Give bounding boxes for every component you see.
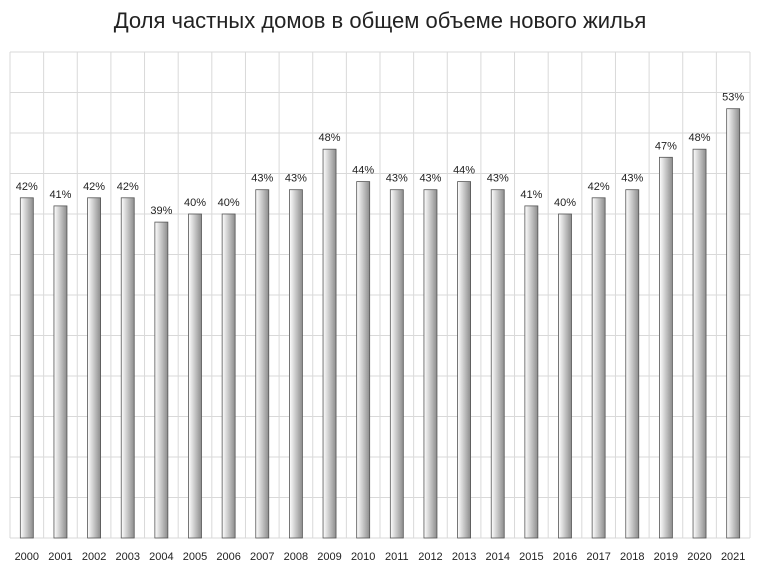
data-label-2018: 43% <box>621 173 643 185</box>
x-tick-label-2015: 2015 <box>519 551 543 563</box>
x-tick-label-2007: 2007 <box>250 551 274 563</box>
data-label-2013: 44% <box>453 165 475 177</box>
data-label-2010: 44% <box>352 165 374 177</box>
bar-2011 <box>389 189 404 539</box>
x-tick-label-2004: 2004 <box>149 551 173 563</box>
data-label-2012: 43% <box>419 173 441 185</box>
data-label-2021: 53% <box>722 92 744 104</box>
x-tick-label-2003: 2003 <box>115 551 139 563</box>
bar-2015 <box>524 205 539 539</box>
data-label-2005: 40% <box>184 197 206 209</box>
data-label-2020: 48% <box>689 132 711 144</box>
x-tick-label-2011: 2011 <box>385 551 409 563</box>
bar-2014 <box>490 189 505 539</box>
data-label-2011: 43% <box>386 173 408 185</box>
data-label-2016: 40% <box>554 197 576 209</box>
data-label-2017: 42% <box>588 181 610 193</box>
bar-2000 <box>19 197 34 539</box>
data-label-2009: 48% <box>319 132 341 144</box>
bar-2006 <box>221 213 236 539</box>
x-tick-label-2008: 2008 <box>284 551 308 563</box>
data-label-2000: 42% <box>16 181 38 193</box>
data-label-2007: 43% <box>251 173 273 185</box>
bar-2005 <box>188 213 202 539</box>
bar-2019 <box>659 156 673 539</box>
bars <box>19 108 741 539</box>
bar-2012 <box>423 189 438 539</box>
x-tick-label-2019: 2019 <box>654 551 678 563</box>
bar-2007 <box>255 189 270 539</box>
bar-2018 <box>625 189 640 539</box>
x-tick-label-2001: 2001 <box>48 551 72 563</box>
data-label-2001: 41% <box>49 189 71 201</box>
x-tick-label-2017: 2017 <box>586 551 610 563</box>
data-label-2019: 47% <box>655 140 677 152</box>
bar-2003 <box>120 197 135 539</box>
bar-2010 <box>356 181 371 539</box>
data-label-2002: 42% <box>83 181 105 193</box>
data-label-2014: 43% <box>487 173 509 185</box>
bar-2013 <box>457 181 471 539</box>
bar-2020 <box>692 148 707 539</box>
bar-2009 <box>322 148 337 539</box>
chart-title: Доля частных домов в общем объеме нового… <box>113 8 647 33</box>
x-tick-label-2009: 2009 <box>317 551 341 563</box>
data-label-2008: 43% <box>285 173 307 185</box>
x-tick-label-2002: 2002 <box>82 551 106 563</box>
bar-2008 <box>289 189 303 539</box>
x-tick-label-2014: 2014 <box>485 551 509 563</box>
data-labels: 42% 41% 42% 42% 39% 40% 40% 43% 43% 48% 44% 43% 43% 4… <box>16 92 745 217</box>
bar-2017 <box>591 197 606 539</box>
x-tick-label-2021: 2021 <box>721 551 745 563</box>
data-label-2004: 39% <box>150 205 172 217</box>
bar-2016 <box>558 213 572 539</box>
bar-2002 <box>87 197 101 539</box>
x-tick-label-2013: 2013 <box>452 551 476 563</box>
x-tick-label-2005: 2005 <box>183 551 207 563</box>
x-tick-label-2020: 2020 <box>687 551 711 563</box>
x-tick-label-2006: 2006 <box>216 551 240 563</box>
x-tick-label-2012: 2012 <box>418 551 442 563</box>
bar-2001 <box>53 205 68 539</box>
x-tick-label-2016: 2016 <box>553 551 577 563</box>
x-axis-ticks: 2000 2001 2002 2003 2004 2005 2006 2007 2008 2009… <box>15 551 746 563</box>
data-label-2003: 42% <box>117 181 139 193</box>
data-label-2015: 41% <box>520 189 542 201</box>
x-tick-label-2018: 2018 <box>620 551 644 563</box>
x-tick-label-2010: 2010 <box>351 551 375 563</box>
x-tick-label-2000: 2000 <box>15 551 39 563</box>
data-label-2006: 40% <box>218 197 240 209</box>
bar-2021 <box>726 108 741 539</box>
bar-2004 <box>154 221 169 539</box>
